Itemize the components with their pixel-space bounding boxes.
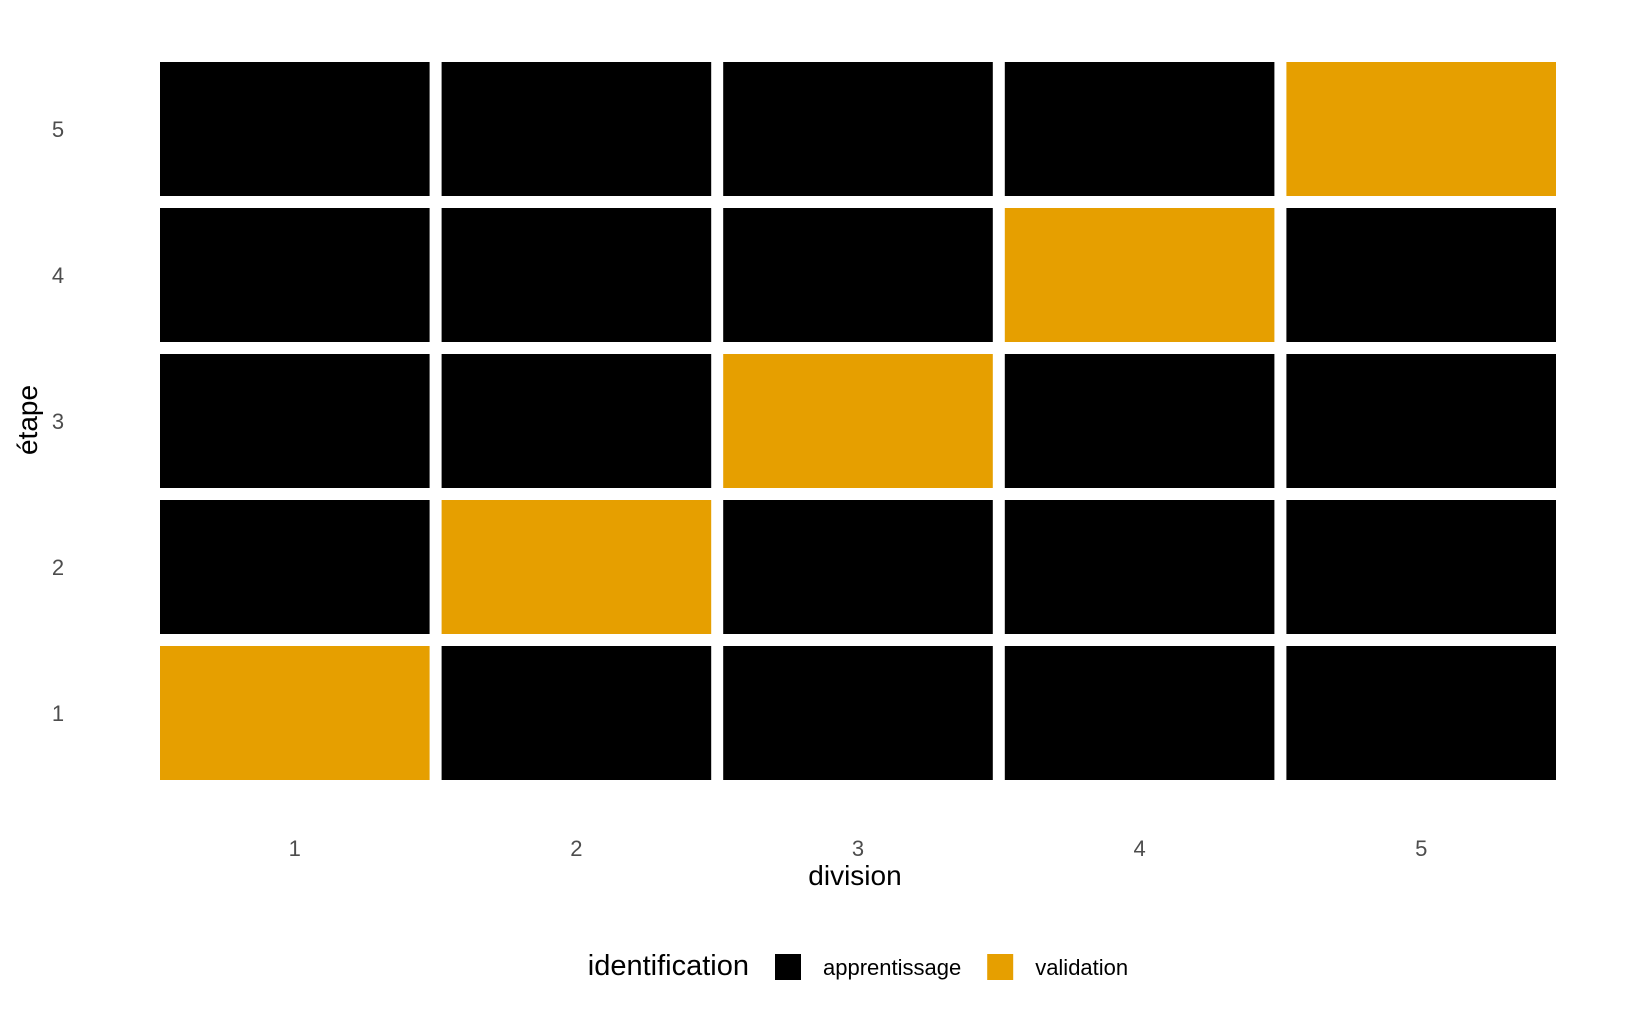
heatmap-cell [1286, 500, 1556, 634]
cells-layer [160, 62, 1556, 780]
heatmap-cell [723, 500, 993, 634]
heatmap-cell [723, 646, 993, 780]
heatmap-cell [1286, 62, 1556, 196]
x-tick-label: 4 [1133, 836, 1145, 861]
x-tick-label: 1 [289, 836, 301, 861]
legend-key [987, 954, 1014, 980]
heatmap-cell [1004, 208, 1275, 342]
heatmap-cell [723, 354, 993, 488]
heatmap-cell [1004, 646, 1275, 780]
legend: identification apprentissage validation [588, 950, 1128, 982]
heatmap-cell [160, 646, 430, 780]
x-axis-ticks: 1 2 3 4 5 [289, 836, 1428, 861]
heatmap-cell [441, 646, 712, 780]
heatmap-cell [441, 354, 712, 488]
heatmap-cell [723, 62, 993, 196]
y-tick-label: 1 [52, 701, 64, 726]
legend-title: identification [588, 950, 749, 982]
y-tick-label: 4 [52, 263, 64, 288]
heatmap-cell [1286, 354, 1556, 488]
legend-label: validation [1035, 955, 1128, 980]
heatmap-cell [1004, 62, 1275, 196]
y-tick-label: 2 [52, 555, 64, 580]
y-axis-ticks: 1 2 3 4 5 [52, 117, 64, 726]
heatmap-cell [441, 500, 712, 634]
x-tick-label: 3 [852, 836, 864, 861]
x-tick-label: 2 [570, 836, 582, 861]
heatmap-cell [160, 62, 430, 196]
heatmap-cell [1004, 500, 1275, 634]
legend-label: apprentissage [823, 955, 961, 980]
x-tick-label: 5 [1415, 836, 1427, 861]
heatmap-cell [723, 208, 993, 342]
heatmap-cell [160, 354, 430, 488]
heatmap-cell [160, 208, 430, 342]
heatmap-cell [441, 62, 712, 196]
y-tick-label: 5 [52, 117, 64, 142]
heatmap-cell [160, 500, 430, 634]
heatmap-cell [1286, 208, 1556, 342]
y-tick-label: 3 [52, 409, 64, 434]
legend-key [775, 954, 801, 980]
heatmap-cell [1004, 354, 1275, 488]
heatmap-cell [1286, 646, 1556, 780]
y-axis-title: étape [12, 385, 43, 455]
x-axis-title: division [808, 860, 901, 891]
heatmap-cell [441, 208, 712, 342]
